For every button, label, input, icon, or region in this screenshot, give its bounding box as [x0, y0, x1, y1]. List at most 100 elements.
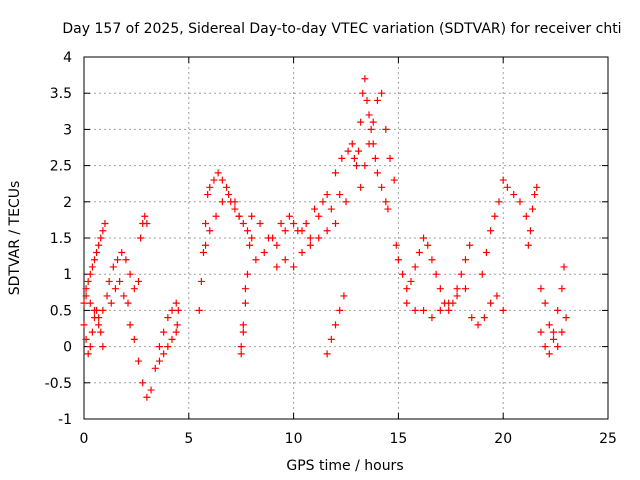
data-point — [348, 140, 356, 148]
data-point — [172, 328, 180, 336]
y-tick-label: 0.5 — [50, 303, 72, 319]
data-point — [223, 183, 231, 191]
data-point — [155, 343, 163, 351]
data-point — [432, 270, 440, 278]
data-point — [241, 299, 249, 307]
data-point — [239, 321, 247, 329]
data-point — [130, 285, 138, 293]
x-axis-label: GPS time / hours — [286, 458, 403, 474]
data-point — [382, 198, 390, 206]
data-point — [550, 328, 558, 336]
data-point — [315, 234, 323, 242]
data-point — [357, 118, 365, 126]
data-point — [95, 241, 103, 249]
data-point — [338, 154, 346, 162]
data-point — [420, 306, 428, 314]
data-point — [130, 335, 138, 343]
data-point — [545, 321, 553, 329]
data-point — [84, 350, 92, 358]
data-point — [168, 306, 176, 314]
data-point — [554, 343, 562, 351]
data-point — [86, 299, 94, 307]
data-point — [124, 299, 132, 307]
data-point — [361, 75, 369, 83]
data-point — [503, 183, 511, 191]
data-point — [252, 256, 260, 264]
data-point — [466, 241, 474, 249]
y-tick-label: 1.5 — [50, 231, 72, 247]
data-point — [526, 227, 534, 235]
y-tick-label: 3 — [63, 122, 72, 138]
x-tick-label: 5 — [184, 431, 193, 447]
data-point — [99, 227, 107, 235]
data-point — [428, 256, 436, 264]
data-point — [197, 277, 205, 285]
data-point — [482, 248, 490, 256]
data-point — [411, 263, 419, 271]
data-point — [533, 183, 541, 191]
data-point — [82, 292, 90, 300]
data-point — [256, 220, 264, 228]
data-point — [493, 292, 501, 300]
data-point — [174, 306, 182, 314]
data-point — [415, 248, 423, 256]
data-point — [281, 227, 289, 235]
data-point — [290, 263, 298, 271]
data-point — [445, 306, 453, 314]
data-point — [160, 328, 168, 336]
data-point — [118, 248, 126, 256]
data-point — [332, 169, 340, 177]
data-point — [332, 321, 340, 329]
data-point — [95, 321, 103, 329]
data-point — [84, 277, 92, 285]
data-point — [537, 328, 545, 336]
data-point — [90, 306, 98, 314]
data-point — [114, 256, 122, 264]
data-point — [99, 343, 107, 351]
data-point — [281, 256, 289, 264]
data-point — [248, 212, 256, 220]
data-point — [522, 212, 530, 220]
data-point — [173, 321, 181, 329]
data-point — [214, 169, 222, 177]
y-tick-label: 0 — [63, 340, 72, 356]
data-point — [246, 241, 254, 249]
data-point — [487, 299, 495, 307]
data-point — [424, 241, 432, 249]
data-point — [80, 299, 88, 307]
data-point — [445, 299, 453, 307]
data-point — [323, 227, 331, 235]
data-point — [323, 350, 331, 358]
data-point — [225, 191, 233, 199]
data-point — [139, 379, 147, 387]
data-point — [491, 212, 499, 220]
data-point — [97, 234, 105, 242]
data-point — [373, 96, 381, 104]
data-point — [386, 154, 394, 162]
data-point — [411, 306, 419, 314]
data-point — [336, 191, 344, 199]
data-point — [90, 256, 98, 264]
data-point — [495, 198, 503, 206]
data-point — [93, 248, 101, 256]
data-point — [499, 306, 507, 314]
data-point — [342, 198, 350, 206]
data-point — [248, 234, 256, 242]
data-point — [382, 125, 390, 133]
data-point — [82, 285, 90, 293]
data-point — [151, 364, 159, 372]
data-point — [273, 241, 281, 249]
data-point — [371, 154, 379, 162]
data-point — [311, 205, 319, 213]
data-point — [212, 212, 220, 220]
data-point — [399, 270, 407, 278]
data-point — [537, 285, 545, 293]
data-point — [323, 191, 331, 199]
data-point — [172, 299, 180, 307]
data-point — [235, 212, 243, 220]
data-point — [384, 205, 392, 213]
data-point — [243, 227, 251, 235]
data-point — [290, 220, 298, 228]
y-tick-label: 1 — [63, 267, 72, 283]
